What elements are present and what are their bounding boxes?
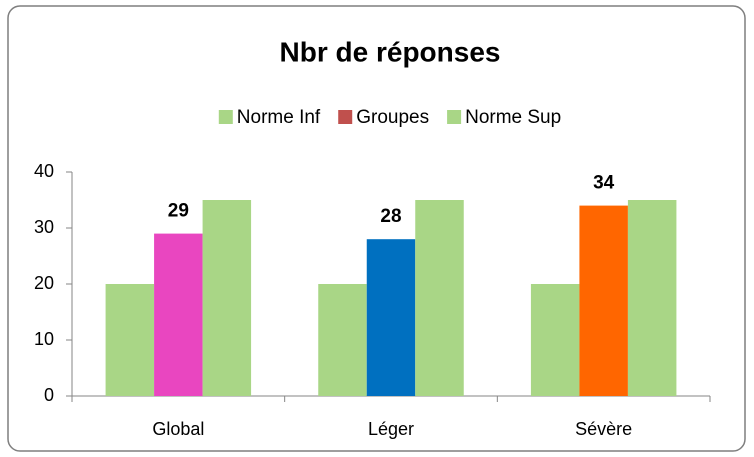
bar <box>415 200 464 396</box>
x-tick-label: Sévère <box>575 419 632 439</box>
legend-label: Groupes <box>356 107 429 128</box>
y-tick-label: 0 <box>44 385 54 405</box>
bar <box>318 284 367 396</box>
bar <box>202 200 252 396</box>
bar <box>530 284 580 396</box>
x-tick-label: Global <box>152 419 204 439</box>
y-tick-label: 30 <box>34 217 54 237</box>
data-label: 34 <box>593 173 615 194</box>
y-tick-label: 40 <box>34 161 54 181</box>
y-tick-label: 10 <box>34 329 54 349</box>
legend-swatch <box>218 110 233 124</box>
legend-label: Norme Sup <box>465 107 561 128</box>
chart-title: Nbr de réponses <box>280 36 501 67</box>
bar <box>627 200 677 396</box>
x-tick-label: Léger <box>368 419 414 439</box>
bar <box>366 239 416 396</box>
y-tick-label: 20 <box>34 273 54 293</box>
legend-swatch <box>447 110 462 124</box>
data-label: 29 <box>168 201 189 222</box>
bar <box>105 284 155 396</box>
bar <box>154 233 203 396</box>
data-label: 28 <box>380 206 401 227</box>
legend-label: Norme Inf <box>237 107 321 128</box>
legend-swatch <box>338 110 353 124</box>
bar <box>579 205 628 396</box>
